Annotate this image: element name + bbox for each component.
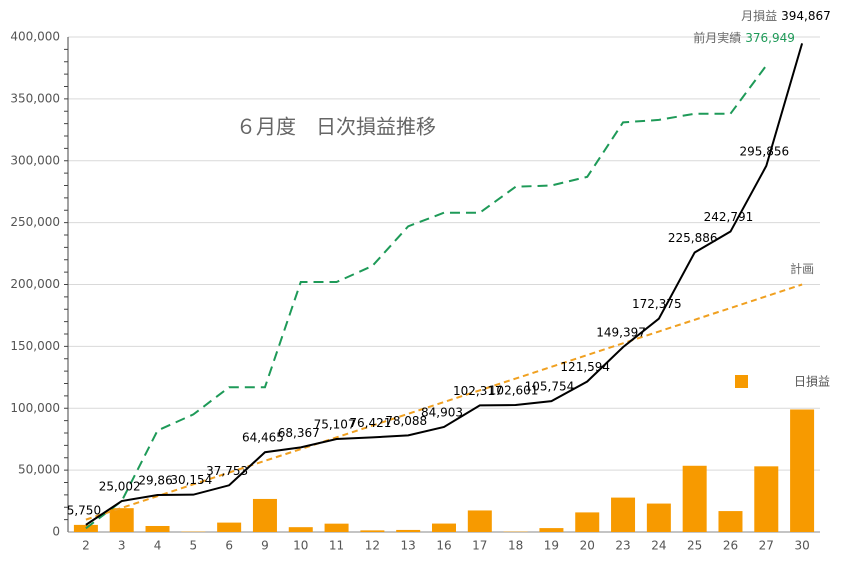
- x-tick-label: 19: [544, 539, 559, 553]
- data-label: 78,088: [385, 414, 427, 428]
- x-tick-label: 11: [329, 539, 344, 553]
- bar: [575, 512, 600, 532]
- data-label: 102,317: [453, 384, 503, 398]
- data-label: 5,750: [67, 503, 101, 517]
- series-value-label: 394,867: [781, 9, 831, 23]
- data-label: 25,002: [99, 480, 141, 494]
- x-tick-label: 12: [365, 539, 380, 553]
- bar: [252, 498, 277, 532]
- x-tick-label: 6: [225, 539, 233, 553]
- data-label: 172,375: [632, 297, 682, 311]
- y-tick-label: 350,000: [10, 91, 60, 105]
- x-tick-label: 5: [190, 539, 198, 553]
- x-tick-label: 4: [154, 539, 162, 553]
- data-label: 30,154: [170, 473, 212, 487]
- bar: [718, 511, 743, 532]
- data-label: 121,594: [560, 360, 610, 374]
- y-tick-label: 150,000: [10, 339, 60, 353]
- data-label: 105,754: [525, 380, 575, 394]
- series-label: 前月実績: [693, 30, 741, 45]
- data-label: 242,791: [704, 210, 754, 224]
- bar: [145, 525, 170, 532]
- x-tick-label: 25: [687, 539, 702, 553]
- x-tick-label: 9: [261, 539, 269, 553]
- x-tick-label: 23: [615, 539, 630, 553]
- bar: [396, 529, 421, 532]
- y-tick-label: 300,000: [10, 153, 60, 167]
- line: [85, 283, 803, 521]
- data-label: 149,397: [596, 326, 646, 340]
- bar: [109, 508, 134, 532]
- data-label: 84,903: [421, 405, 463, 419]
- legend-label: 日損益: [794, 374, 830, 389]
- data-label: 295,856: [739, 144, 789, 158]
- bar: [682, 465, 707, 532]
- bar: [754, 466, 779, 532]
- data-label: 225,886: [668, 231, 718, 245]
- bar: [790, 409, 815, 532]
- bar: [611, 497, 636, 532]
- x-tick-label: 17: [472, 539, 487, 553]
- bar: [539, 528, 564, 532]
- line: [85, 43, 804, 526]
- x-tick-label: 18: [508, 539, 523, 553]
- bar: [217, 522, 242, 532]
- x-tick-label: 10: [293, 539, 308, 553]
- legend-swatch: [735, 375, 748, 388]
- x-tick-label: 24: [651, 539, 666, 553]
- x-tick-label: 26: [723, 539, 738, 553]
- y-tick-label: 50,000: [18, 463, 60, 477]
- x-tick-label: 13: [401, 539, 416, 553]
- data-label: 68,367: [278, 426, 320, 440]
- data-label: 37,753: [206, 464, 248, 478]
- line: [85, 64, 768, 530]
- data-label: 29,86: [138, 474, 172, 488]
- bar: [288, 527, 313, 532]
- bar: [432, 523, 456, 532]
- y-tick-label: 400,000: [10, 30, 60, 44]
- chart-title: ６月度 日次損益推移: [236, 115, 436, 139]
- bar: [360, 530, 385, 532]
- x-tick-label: 3: [118, 539, 126, 553]
- y-tick-label: 250,000: [10, 215, 60, 229]
- series-label: 計画: [790, 261, 814, 276]
- series-label: 月損益: [741, 8, 777, 23]
- x-tick-label: 20: [580, 539, 595, 553]
- bar: [467, 510, 492, 532]
- bar: [324, 523, 349, 532]
- data-label: 76,421: [349, 416, 391, 430]
- x-tick-label: 2: [82, 539, 90, 553]
- series-value-label: 376,949: [745, 31, 795, 45]
- y-tick-label: 200,000: [10, 277, 60, 291]
- y-tick-label: 0: [52, 525, 60, 539]
- data-label: 102,601: [489, 384, 539, 398]
- x-tick-label: 30: [794, 539, 809, 553]
- data-label: 64,465: [242, 431, 284, 445]
- x-tick-label: 27: [759, 539, 774, 553]
- x-tick-label: 16: [436, 539, 451, 553]
- bar: [73, 524, 98, 532]
- data-label: 75,107: [314, 418, 356, 432]
- bar: [646, 503, 671, 532]
- y-tick-label: 100,000: [10, 401, 60, 415]
